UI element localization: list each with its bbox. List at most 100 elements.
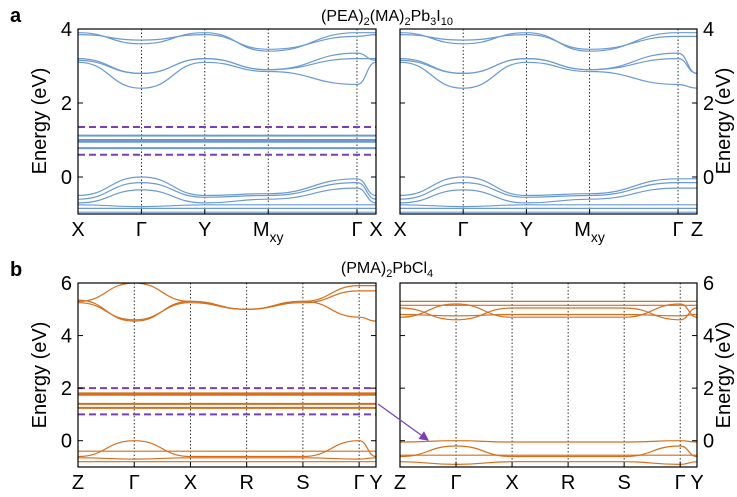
y-tick-label: 0	[61, 431, 72, 453]
axes-frame	[399, 282, 698, 468]
x-tick-label: Z	[394, 472, 406, 494]
x-tick-label: X	[505, 472, 518, 494]
title-subscript: 10	[441, 16, 453, 28]
band-line	[400, 440, 697, 443]
k-point-name: X	[369, 219, 382, 241]
k-point-name: R	[561, 472, 575, 494]
k-point-subscript: xy	[270, 229, 284, 245]
panel-letter: a	[10, 5, 22, 27]
y-tick-label: 4	[703, 326, 714, 348]
band-line	[400, 52, 697, 75]
x-tick-label: Z	[691, 219, 703, 241]
band-line	[78, 204, 376, 208]
panel-title: (PMA)2PbCl4	[341, 260, 433, 280]
x-tick-label: X	[369, 219, 382, 241]
title-subscript: 2	[386, 268, 392, 280]
band-line	[78, 290, 376, 321]
k-point-name: Γ	[458, 219, 469, 241]
k-point-name: M	[253, 219, 270, 241]
k-point-name: Γ	[351, 219, 362, 241]
band-line	[400, 204, 697, 208]
band-line	[78, 52, 376, 75]
band-line	[400, 176, 697, 197]
y-axis-label-left: Energy (eV)	[29, 322, 51, 429]
y-tick-label: 2	[61, 93, 72, 115]
band-line	[78, 440, 376, 458]
y-axis-label-left: Energy (eV)	[29, 68, 51, 175]
x-tick-label: X	[71, 219, 84, 241]
x-tick-label: X	[393, 219, 406, 241]
band-line	[400, 61, 697, 89]
band-line	[78, 176, 376, 197]
band-line	[400, 32, 697, 52]
band-line	[78, 32, 376, 52]
band-line	[400, 33, 697, 50]
y-axis-label-right: Energy (eV)	[713, 68, 735, 175]
k-point-name: M	[574, 219, 591, 241]
x-tick-label: Γ	[675, 472, 686, 494]
band-line	[400, 181, 697, 200]
x-tick-label: Y	[369, 472, 382, 494]
title-segment: (MA)	[370, 8, 405, 25]
k-point-name: Γ	[673, 219, 684, 241]
band-line	[78, 181, 376, 200]
x-tick-label: Y	[198, 219, 211, 241]
k-point-name: Y	[198, 219, 211, 241]
band-line	[400, 307, 697, 321]
axes-frame	[77, 282, 377, 468]
title-segment: PbCl	[392, 260, 427, 277]
k-point-name: X	[505, 472, 518, 494]
y-tick-label: 0	[703, 431, 714, 453]
panel-letter: b	[10, 259, 22, 281]
x-tick-label: Mxy	[253, 219, 284, 245]
x-tick-label: Y	[520, 219, 533, 241]
band-line	[400, 461, 697, 466]
x-tick-label: Γ	[129, 472, 140, 494]
x-tick-label: R	[561, 472, 575, 494]
band-line	[78, 33, 376, 50]
band-line	[400, 313, 697, 317]
x-tick-label: Γ	[136, 219, 147, 241]
title-segment: Pb	[411, 8, 431, 25]
k-point-name: Y	[520, 219, 533, 241]
k-point-name: R	[239, 472, 253, 494]
x-tick-label: Γ	[673, 219, 684, 241]
y-tick-label: 2	[61, 378, 72, 400]
x-tick-label: S	[296, 472, 309, 494]
title-segment: I	[436, 8, 440, 25]
axes-frame	[77, 28, 377, 215]
band-line	[78, 457, 376, 460]
title-subscript: 2	[364, 16, 370, 28]
band-line	[78, 61, 376, 89]
title-subscript: 4	[427, 268, 433, 280]
band-line	[400, 187, 697, 204]
bands-a-right	[400, 32, 697, 213]
y-tick-label: 2	[703, 93, 714, 115]
band-line	[78, 187, 376, 204]
k-point-name: X	[71, 219, 84, 241]
y-tick-label: 6	[61, 273, 72, 295]
k-point-name: Γ	[354, 472, 365, 494]
k-point-name: X	[393, 219, 406, 241]
x-tick-label: Mxy	[574, 219, 605, 245]
title-subscript: 3	[430, 16, 436, 28]
band-line	[400, 445, 697, 458]
k-point-subscript: xy	[591, 229, 605, 245]
k-point-name: Γ	[129, 472, 140, 494]
bands-a-left	[78, 32, 376, 213]
x-tick-label: Γ	[458, 219, 469, 241]
x-tick-label: S	[617, 472, 630, 494]
k-point-name: Γ	[675, 472, 686, 494]
y-tick-label: 0	[61, 167, 72, 189]
k-point-name: Y	[369, 472, 382, 494]
k-point-name: Z	[72, 472, 84, 494]
k-point-name: Z	[691, 219, 703, 241]
x-tick-label: X	[184, 472, 197, 494]
band-line	[400, 303, 697, 318]
title-segment: (PMA)	[341, 260, 386, 277]
axes-frame	[399, 28, 698, 215]
title-subscript: 2	[404, 16, 410, 28]
y-tick-label: 0	[703, 167, 714, 189]
y-axis-label-right: Energy (eV)	[713, 322, 735, 429]
bands-b-left	[78, 283, 376, 463]
